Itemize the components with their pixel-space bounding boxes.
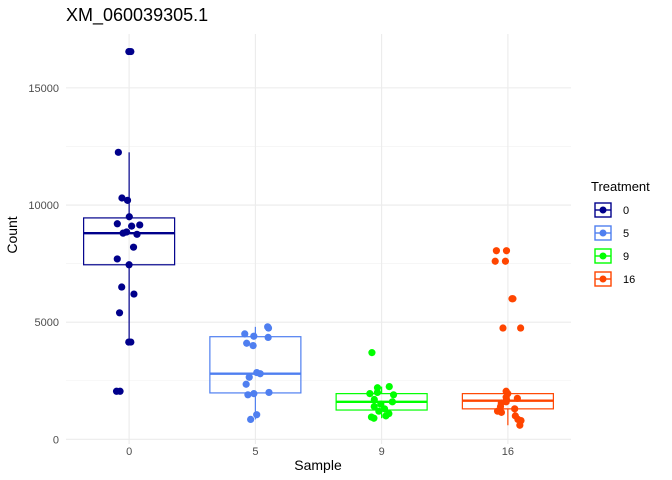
point-9 [370,395,378,404]
y-axis-title: Count [4,216,20,253]
point-5 [250,390,258,398]
point-5 [244,391,252,399]
legend-key-0: 0 [594,202,629,218]
x-tick-label: 0 [126,446,132,458]
point-0 [133,230,141,238]
point-0 [114,148,122,156]
point-16 [516,421,524,429]
x-tick-label: 16 [502,446,514,458]
point-0 [113,220,121,228]
point-0 [123,196,132,204]
box-0 [83,152,176,343]
point-0 [125,261,133,269]
point-0 [125,213,133,221]
legend-swatch-point [599,206,607,214]
point-0 [125,338,133,346]
point-9 [366,390,374,398]
point-16 [491,257,499,265]
point-5 [247,415,255,423]
x-tick-label: 5 [252,446,258,458]
point-16 [517,324,525,332]
point-0 [129,243,138,251]
point-16 [513,394,521,402]
chart-title: XM_060039305.1 [66,5,208,26]
point-9 [380,405,389,413]
point-0 [130,290,138,298]
point-16 [508,295,516,303]
y-tick-label: 10000 [28,200,59,212]
point-0 [112,387,121,395]
point-16 [501,257,510,265]
legend-label: 16 [623,274,635,286]
point-9 [370,402,378,411]
point-5 [245,373,253,381]
point-9 [370,414,378,422]
x-axis: 0 5 9 16 [126,446,514,458]
point-16 [492,247,501,255]
point-5 [250,332,258,340]
boxes [83,152,554,426]
point-9 [382,412,390,420]
legend-key-5: 5 [594,225,629,241]
y-tick-label: 5000 [35,317,59,329]
legend-label: 5 [623,228,629,240]
point-9 [375,407,383,415]
point-9 [388,398,396,406]
point-0 [118,283,126,291]
point-0 [115,309,124,317]
data-points [112,47,525,429]
legend-label: 9 [623,251,629,263]
point-0 [127,47,135,56]
legend-key-16: 16 [594,271,635,287]
point-5 [253,411,261,419]
point-16 [511,405,519,413]
point-0 [136,221,144,229]
point-0 [118,194,126,202]
legend-label: 0 [623,205,629,217]
point-0 [128,222,136,230]
point-16 [502,247,511,255]
point-0 [113,255,121,263]
legend-swatch-point [599,275,607,283]
y-tick-label: 15000 [28,83,59,95]
point-0 [119,229,127,237]
point-5 [265,388,273,397]
x-axis-title: Sample [294,457,342,473]
point-5 [241,330,249,338]
point-5 [264,324,273,332]
point-5 [249,342,257,350]
point-5 [243,339,251,347]
legend-title: Treatment [591,179,650,194]
point-9 [368,349,376,357]
y-axis: 0 5000 10000 15000 [28,83,59,446]
legend: Treatment 0 5 9 16 [591,179,650,287]
point-16 [497,408,506,416]
legend-key-9: 9 [594,248,629,264]
point-9 [385,383,393,391]
point-5 [242,380,250,388]
point-5 [264,333,272,341]
legend-swatch-point [599,229,607,237]
x-tick-label: 9 [379,446,385,458]
point-16 [499,324,507,332]
grid [66,34,571,444]
point-9 [373,388,382,397]
y-tick-label: 0 [53,434,59,446]
point-5 [256,370,264,378]
legend-swatch-point [599,252,607,260]
point-9 [389,391,398,399]
